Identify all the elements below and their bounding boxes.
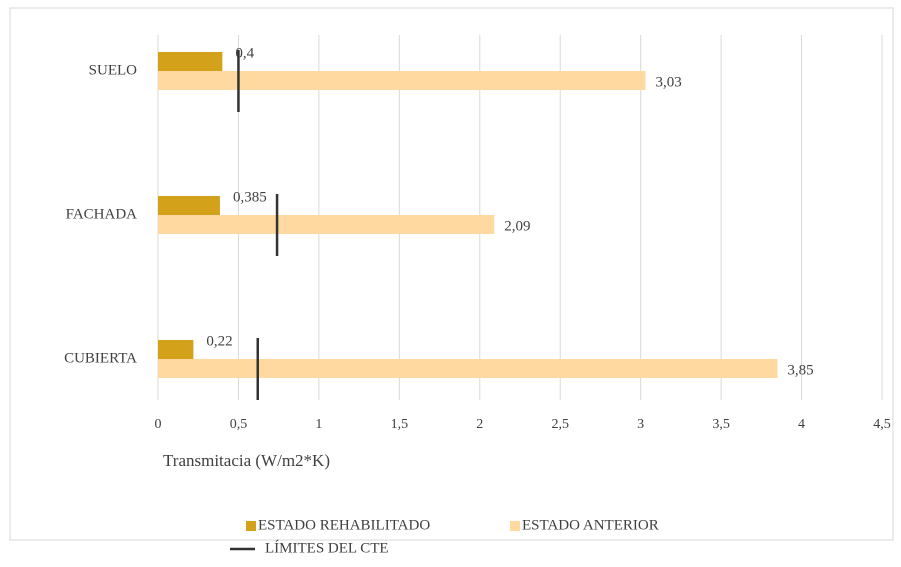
bar bbox=[158, 340, 194, 359]
data-label: 3,03 bbox=[655, 74, 681, 90]
legend-swatch bbox=[246, 521, 256, 531]
chart-frame bbox=[9, 7, 894, 541]
x-tick-label: 3 bbox=[637, 417, 644, 432]
bar bbox=[158, 71, 646, 90]
bar bbox=[158, 196, 220, 215]
x-tick-label: 3,5 bbox=[712, 417, 730, 432]
x-tick-label: 1,5 bbox=[391, 417, 409, 432]
y-tick-label: FACHADA bbox=[66, 206, 138, 222]
x-axis-title: Transmitacia (W/m2*K) bbox=[163, 451, 330, 470]
data-label: 0,22 bbox=[206, 333, 232, 349]
x-tick-label: 0 bbox=[155, 417, 162, 432]
bar bbox=[158, 215, 495, 234]
data-label: 0,385 bbox=[233, 189, 267, 205]
legend-label: LÍMITES DEL CTE bbox=[265, 539, 389, 556]
x-tick-label: 2 bbox=[476, 417, 483, 432]
legend-label: ESTADO REHABILITADO bbox=[258, 517, 430, 533]
y-tick-label: SUELO bbox=[89, 62, 138, 78]
y-tick-label: CUBIERTA bbox=[64, 350, 137, 366]
x-tick-label: 0,5 bbox=[230, 417, 248, 432]
data-label: 2,09 bbox=[504, 218, 530, 234]
x-tick-label: 4 bbox=[798, 417, 805, 432]
bar bbox=[158, 359, 778, 378]
data-label: 0,4 bbox=[235, 45, 254, 61]
bar bbox=[158, 52, 223, 71]
legend-swatch bbox=[510, 521, 520, 531]
legend-label: ESTADO ANTERIOR bbox=[522, 517, 659, 533]
x-tick-label: 2,5 bbox=[551, 417, 569, 432]
data-label: 3,85 bbox=[787, 362, 813, 378]
x-tick-label: 4,5 bbox=[873, 417, 891, 432]
x-tick-label: 1 bbox=[315, 417, 322, 432]
